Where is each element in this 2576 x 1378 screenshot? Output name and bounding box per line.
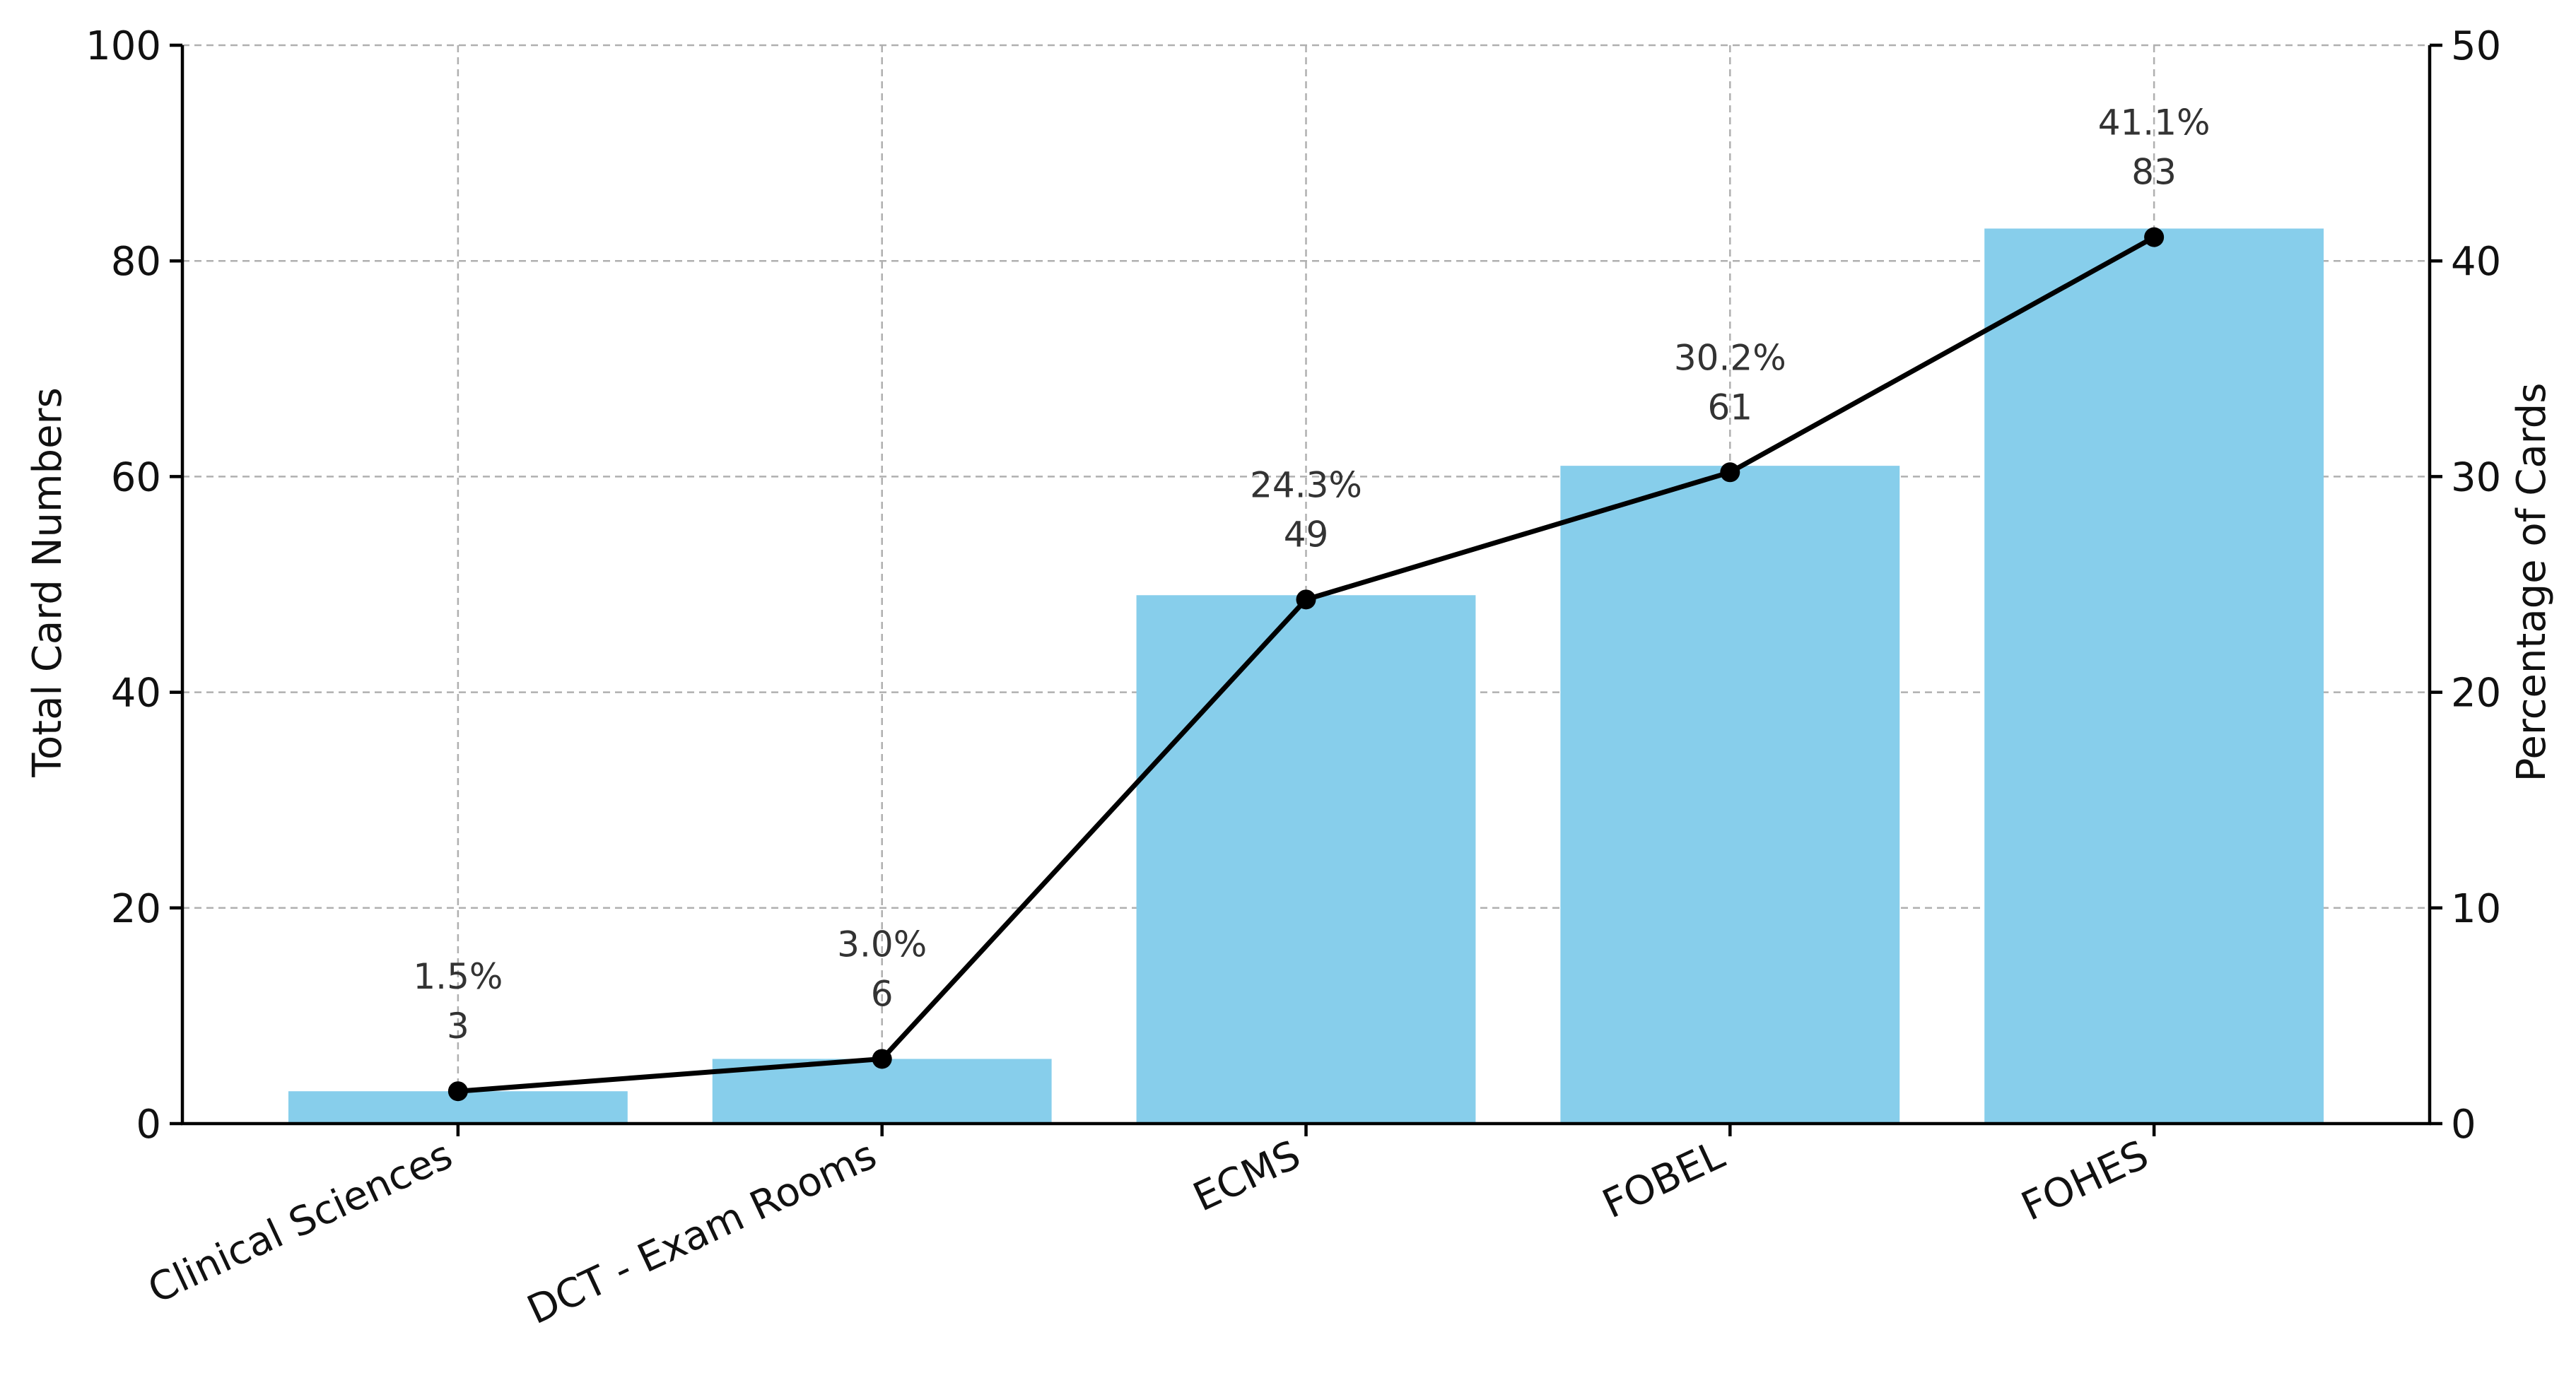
- y2-tick-label: 40: [2451, 239, 2501, 285]
- percentage-marker: [2144, 227, 2165, 247]
- percentage-marker: [447, 1081, 468, 1102]
- x-tick-label: FOHES: [2015, 1132, 2155, 1230]
- y-tick-label: 0: [136, 1102, 161, 1148]
- x-tick-label: Clinical Sciences: [141, 1132, 459, 1313]
- percentage-marker: [1296, 589, 1316, 610]
- percentage-marker: [1720, 462, 1740, 483]
- y-tick-label: 20: [111, 886, 161, 932]
- data-labels: 1.5% 3 3.0% 6 24.3% 49 30.2% 61 41.1% 83: [413, 102, 2210, 1047]
- bar: [1560, 466, 1900, 1124]
- y-tick-label: 100: [86, 23, 161, 69]
- percent-label: 30.2%: [1674, 337, 1786, 378]
- x-tick-label: FOBEL: [1596, 1132, 1731, 1228]
- count-label: 6: [871, 973, 894, 1014]
- bar: [1136, 595, 1476, 1124]
- percent-label: 1.5%: [413, 956, 503, 997]
- percentage-line-series: [447, 227, 2165, 1102]
- y2-tick-label: 10: [2451, 886, 2501, 932]
- y-tick-label: 60: [111, 454, 161, 500]
- percentage-marker: [872, 1049, 892, 1069]
- y-axis-title: Total Card Numbers: [25, 387, 71, 778]
- percent-label: 24.3%: [1250, 464, 1362, 505]
- count-label: 61: [1707, 387, 1752, 428]
- bar-series: [288, 228, 2324, 1124]
- count-label: 49: [1284, 514, 1329, 555]
- y2-axis-title: Percentage of Cards: [2509, 383, 2555, 782]
- percent-label: 41.1%: [2098, 102, 2211, 143]
- y2-tick-label: 50: [2451, 23, 2501, 69]
- percent-label: 3.0%: [837, 924, 927, 965]
- y2-tick-label: 0: [2451, 1102, 2476, 1148]
- x-tick-label: ECMS: [1186, 1132, 1307, 1221]
- x-tick-label: DCT - Exam Rooms: [520, 1132, 883, 1333]
- y-tick-label: 80: [111, 239, 161, 285]
- y2-tick-label: 20: [2451, 671, 2501, 717]
- y-tick-label: 40: [111, 671, 161, 717]
- count-label: 83: [2131, 152, 2177, 193]
- bar: [1984, 228, 2324, 1124]
- count-label: 3: [447, 1006, 469, 1047]
- y2-tick-label: 30: [2451, 454, 2501, 500]
